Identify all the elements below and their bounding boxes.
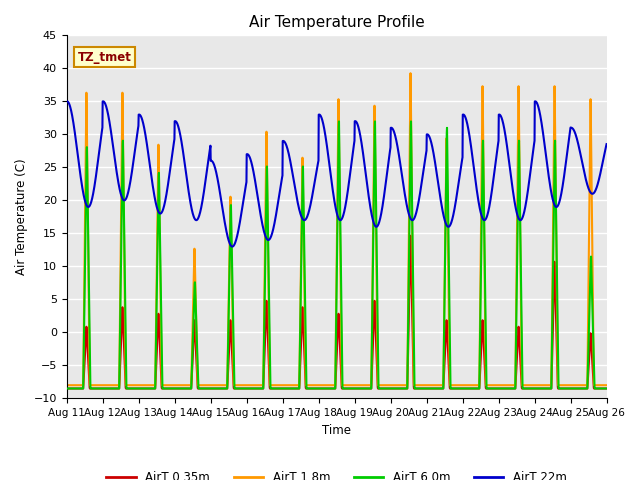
Y-axis label: Air Temperature (C): Air Temperature (C): [15, 158, 28, 275]
Title: Air Temperature Profile: Air Temperature Profile: [249, 15, 424, 30]
Legend: AirT 0.35m, AirT 1.8m, AirT 6.0m, AirT 22m: AirT 0.35m, AirT 1.8m, AirT 6.0m, AirT 2…: [102, 466, 572, 480]
X-axis label: Time: Time: [322, 424, 351, 437]
Text: TZ_tmet: TZ_tmet: [77, 51, 131, 64]
